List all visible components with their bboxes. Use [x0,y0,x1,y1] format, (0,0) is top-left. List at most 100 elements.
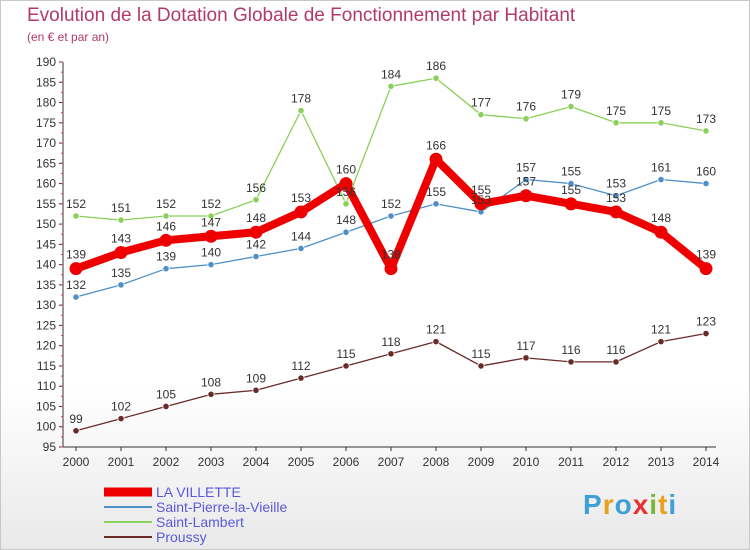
series-point-0 [519,189,533,203]
x-tick-label: 2009 [468,455,495,469]
data-label: 156 [336,185,356,199]
series-point-2 [72,212,80,220]
x-tick-label: 2007 [378,455,405,469]
y-tick-label: 165 [36,156,56,170]
series-point-1 [702,179,710,188]
series-point-2 [387,82,395,90]
data-label: 142 [246,238,266,252]
series-point-3 [117,415,125,423]
data-label: 156 [246,181,266,195]
y-tick-label: 140 [36,258,56,272]
y-tick-label: 135 [36,278,56,292]
series-point-0 [564,197,578,211]
series-point-0 [159,233,173,247]
data-label: 123 [696,315,716,329]
series-point-2 [252,196,260,204]
data-label: 152 [66,197,86,211]
data-label: 147 [201,215,221,229]
series-point-2 [657,119,665,127]
series-point-3 [612,358,620,366]
data-label: 153 [606,177,626,191]
series-point-3 [567,358,575,366]
data-label: 117 [516,339,535,353]
data-label: 99 [69,412,83,426]
data-label: 157 [516,161,536,175]
series-point-1 [252,252,260,261]
data-label: 102 [111,400,131,414]
y-tick-label: 110 [37,379,56,393]
series-point-2 [702,127,710,135]
y-tick-label: 150 [36,217,56,231]
data-label: 175 [651,104,671,118]
series-point-1 [612,192,620,200]
data-label: 153 [471,193,491,207]
x-tick-label: 2012 [603,455,630,469]
data-label: 160 [696,165,716,179]
data-label: 109 [246,371,266,385]
logo-letter: i [649,489,659,520]
data-label: 115 [336,347,355,361]
data-label: 155 [426,185,446,199]
data-label: 140 [201,246,221,260]
data-label: 143 [111,231,131,245]
data-label: 108 [201,375,221,389]
x-tick-label: 2000 [63,455,90,469]
data-label: 105 [156,387,176,401]
data-label: 153 [291,191,311,205]
data-label: 155 [471,183,491,197]
data-label: 155 [561,165,581,179]
series-point-3 [657,338,665,346]
series-point-3 [72,427,80,435]
series-point-3 [342,362,350,370]
data-label: 138 [381,248,401,262]
series-point-0 [699,262,713,276]
data-label: 118 [381,335,400,349]
data-label: 151 [111,201,131,215]
data-label: 173 [696,112,716,126]
data-label: 135 [111,266,131,280]
series-point-3 [162,402,170,411]
series-point-3 [252,386,260,394]
data-label: 139 [66,248,86,262]
series-point-0 [384,262,398,276]
data-label: 116 [561,343,580,357]
data-label: 155 [561,183,581,197]
logo-letter: x [632,489,650,520]
series-point-1 [657,175,665,184]
data-label: 116 [606,343,625,357]
data-label: 160 [336,163,356,177]
series-point-2 [522,115,530,123]
chart-title: Evolution de la Dotation Globale de Fonc… [27,5,576,26]
data-label: 139 [696,248,716,262]
series-point-2 [297,107,305,115]
logo-letter: i [668,489,678,520]
series-point-1 [387,212,395,220]
series-point-2 [477,111,485,119]
data-label: 179 [561,88,581,102]
series-point-0 [249,225,263,239]
series-point-3 [432,338,440,346]
data-label: 132 [66,278,86,292]
logo-letter: o [614,489,633,520]
series-point-3 [702,329,710,338]
series-point-0 [609,205,623,219]
y-tick-label: 100 [36,420,56,434]
series-point-1 [207,261,215,269]
y-tick-label: 115 [37,359,56,373]
series-point-1 [522,175,530,184]
data-label: 153 [606,191,626,205]
x-tick-label: 2008 [423,455,450,469]
logo-letter: r [602,489,615,520]
y-tick-label: 120 [36,339,56,353]
data-label: 148 [336,213,356,227]
data-label: 166 [426,138,446,152]
y-tick-label: 190 [36,55,56,69]
data-label: 152 [381,197,401,211]
series-point-2 [342,200,350,208]
y-tick-label: 170 [36,136,56,150]
x-tick-label: 2004 [243,455,270,469]
data-label: 176 [516,100,536,114]
series-point-2 [207,212,215,220]
series-point-0 [294,205,308,219]
